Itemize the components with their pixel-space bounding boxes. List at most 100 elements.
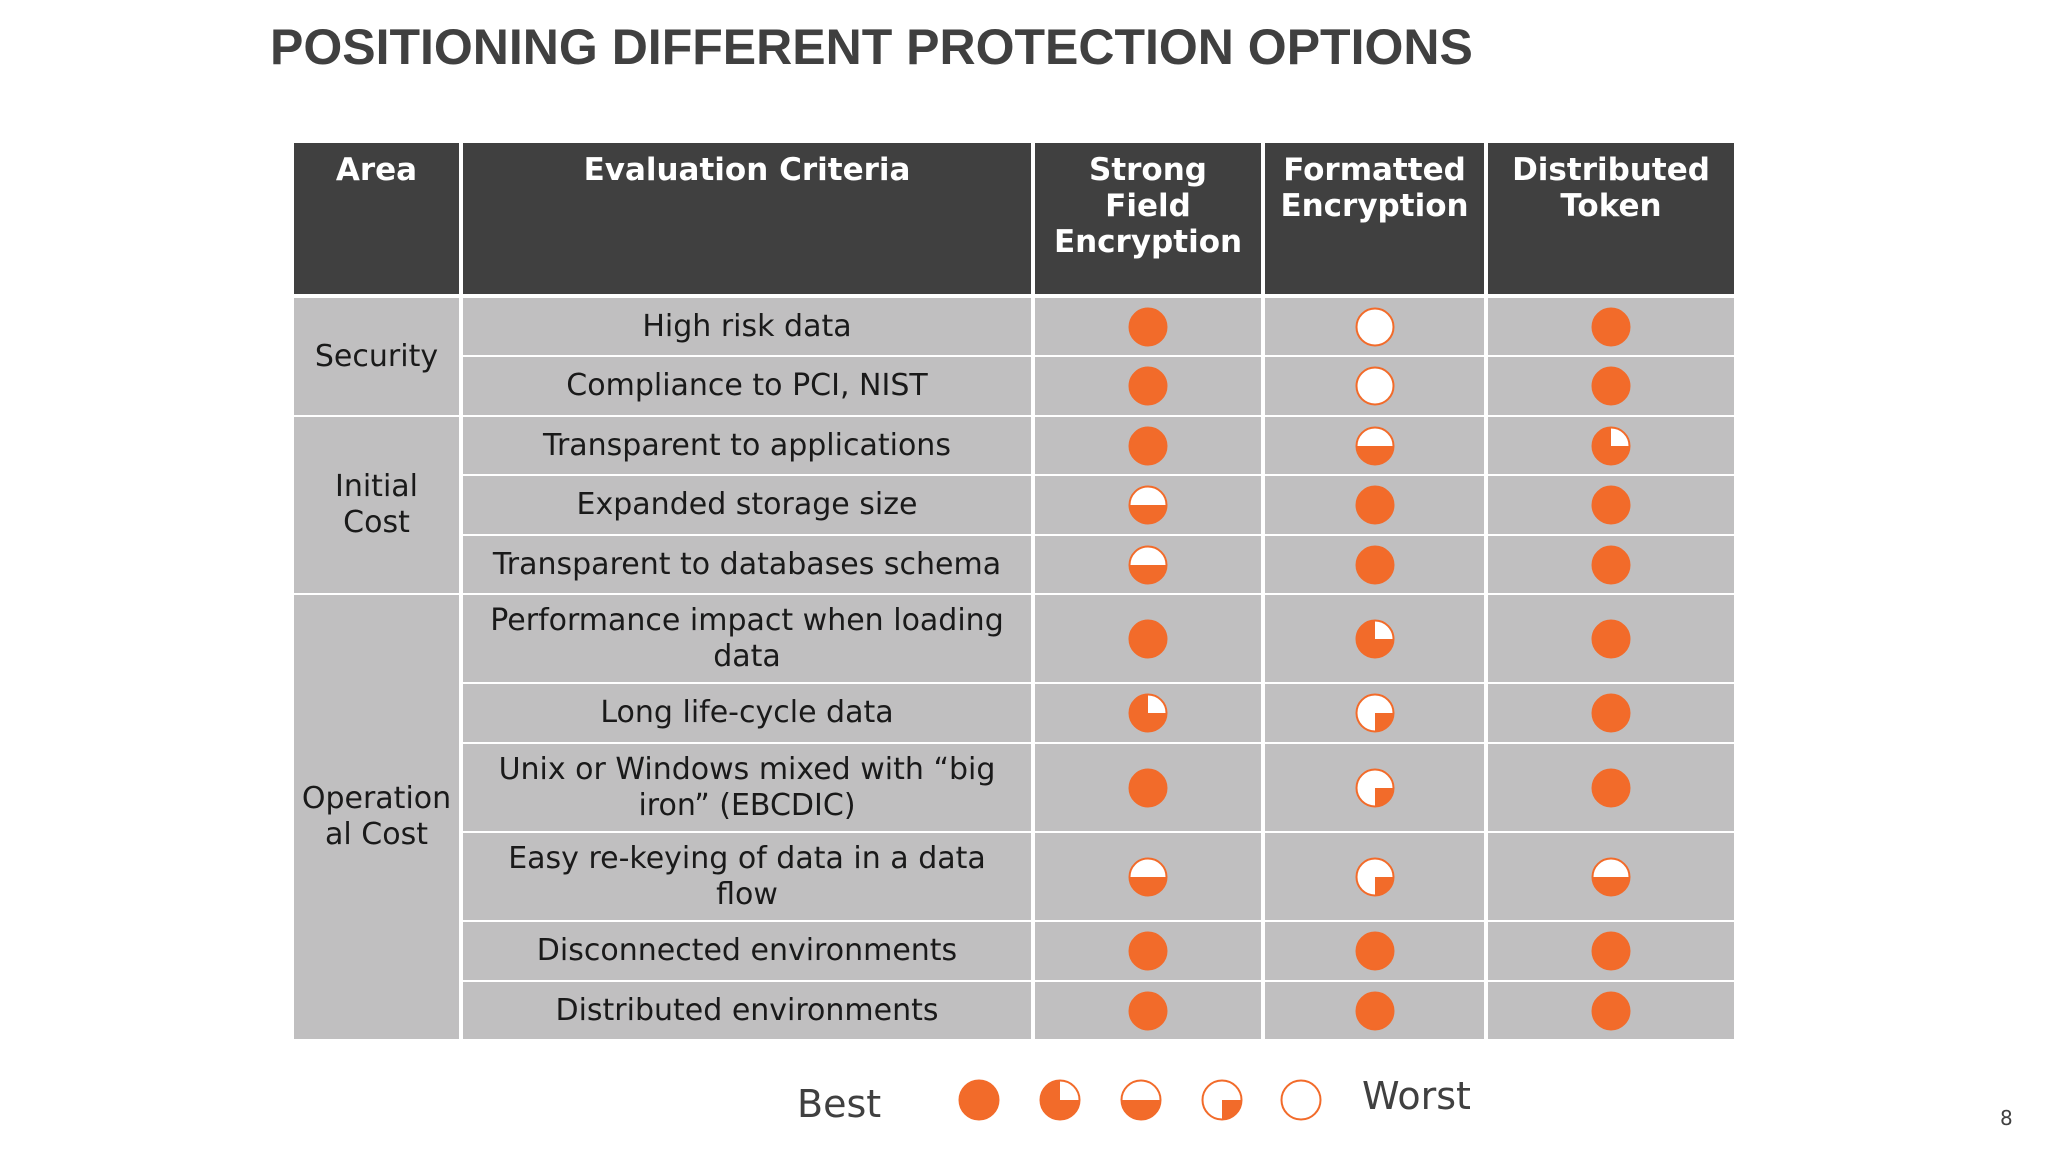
rating-cell	[1265, 298, 1484, 355]
text-line: Compliance to PCI, NIST	[566, 368, 928, 403]
rating-cell	[1265, 982, 1484, 1039]
header-area: Area	[294, 143, 459, 294]
text-line: High risk data	[642, 308, 852, 344]
legend-quarter-icon	[1201, 1079, 1243, 1121]
rating-pie-icon	[1591, 545, 1631, 584]
rating-cell	[1035, 833, 1261, 920]
rating-pie-icon	[1355, 931, 1394, 971]
header-strong-field-encryption: Strong Field Encryption	[1035, 143, 1261, 294]
pie-fill	[1374, 713, 1393, 732]
criteria-label: Distributed environments	[541, 993, 952, 1029]
header-distributed-token: Distributed Token	[1488, 143, 1734, 294]
pie-circle	[1591, 991, 1631, 1030]
text-line: Unix or Windows mixed with “big	[498, 751, 996, 787]
pie-circle	[1128, 931, 1168, 971]
text-line: Cost	[343, 505, 410, 540]
text-line: Long life-cycle data	[600, 695, 894, 730]
rating-cell	[1265, 595, 1484, 682]
rating-pie-icon	[1591, 768, 1631, 807]
rating-pie-icon	[1591, 307, 1631, 346]
pie-fill	[1121, 1100, 1161, 1120]
criteria-cell: Disconnected environments	[463, 922, 1031, 980]
area-label: Operation al Cost	[302, 781, 451, 853]
criteria-cell: Long life-cycle data	[463, 684, 1031, 742]
rating-pie-icon	[1355, 307, 1394, 346]
legend-pie-icon	[1201, 1079, 1243, 1121]
text-line: Distributed environments	[555, 992, 939, 1028]
rating-pie-icon	[1355, 619, 1394, 658]
rating-cell	[1488, 417, 1734, 474]
criteria-label: High risk data	[628, 309, 865, 345]
legend-pie-icon	[1120, 1079, 1162, 1121]
area-initial-cost: Initial Cost	[294, 417, 459, 593]
rating-pie-icon	[1355, 545, 1394, 584]
pie-fill	[1592, 427, 1630, 464]
legend-half-icon	[1120, 1079, 1162, 1121]
rating-cell	[1035, 744, 1261, 831]
rating-cell	[1488, 595, 1734, 682]
legend-full-icon	[958, 1079, 1000, 1121]
criteria-cell: High risk data	[463, 298, 1031, 355]
pie-circle	[1591, 366, 1631, 406]
rating-pie-icon	[1591, 619, 1631, 658]
rating-pie-icon	[1355, 485, 1394, 525]
rating-cell	[1488, 357, 1734, 415]
criteria-label: Long life-cycle data	[586, 695, 907, 731]
legend-worst-label: Worst	[1362, 1074, 1471, 1118]
rating-cell	[1265, 417, 1484, 474]
area-label: Initial Cost	[335, 469, 418, 541]
rating-pie-icon	[1128, 693, 1168, 733]
pie-circle	[1355, 545, 1394, 584]
rating-legend: Best Worst	[0, 1060, 2048, 1140]
pie-circle	[1355, 931, 1394, 971]
pie-circle	[1128, 426, 1168, 465]
legend-best-label: Best	[797, 1082, 882, 1126]
slide-title: POSITIONING DIFFERENT PROTECTION OPTIONS	[270, 19, 1473, 75]
rating-cell	[1265, 536, 1484, 593]
rating-pie-icon	[1591, 991, 1631, 1030]
text-line: Transparent to databases schema	[492, 546, 1002, 582]
header-label: Strong Field Encryption	[1054, 152, 1242, 260]
protection-options-table: Area Evaluation Criteria Strong Field Encryp…	[294, 143, 1734, 1039]
text-line: Initial	[334, 469, 418, 504]
header-formatted-encryption: Formatted Encryption	[1265, 143, 1484, 294]
pie-circle	[1280, 1079, 1322, 1121]
pie-circle	[1591, 931, 1631, 971]
criteria-cell: Distributed environments	[463, 982, 1031, 1039]
text-line: Formatted	[1283, 152, 1466, 188]
text-line: Evaluation Criteria	[583, 152, 911, 188]
pie-fill	[1222, 1100, 1242, 1120]
rating-cell	[1265, 684, 1484, 742]
text-line: data	[713, 638, 781, 674]
rating-cell	[1035, 417, 1261, 474]
rating-pie-icon	[1591, 485, 1631, 525]
pie-fill	[1592, 876, 1630, 895]
text-line: Distributed	[1512, 152, 1710, 188]
rating-pie-icon	[1591, 426, 1631, 465]
text-line: Strong	[1089, 152, 1207, 188]
pie-circle	[1128, 619, 1168, 658]
pie-circle	[1355, 485, 1394, 525]
pie-circle	[1128, 366, 1168, 406]
rating-pie-icon	[1355, 857, 1394, 896]
text-line: Performance impact when loading	[490, 602, 1004, 638]
rating-cell	[1488, 684, 1734, 742]
rating-pie-icon	[1128, 545, 1168, 584]
text-line: Encryption	[1280, 188, 1469, 224]
pie-circle	[1128, 991, 1168, 1030]
criteria-cell: Easy re-keying of data in a data flow	[463, 833, 1031, 920]
criteria-cell: Compliance to PCI, NIST	[463, 357, 1031, 415]
criteria-label: Disconnected environments	[523, 933, 971, 969]
legend-pie-icon	[1280, 1079, 1322, 1121]
pie-fill	[1129, 876, 1167, 895]
rating-cell	[1035, 298, 1261, 355]
rating-cell	[1265, 476, 1484, 534]
pie-circle	[1591, 768, 1631, 807]
pie-fill	[1356, 445, 1393, 464]
pie-circle	[1355, 366, 1394, 406]
rating-pie-icon	[1128, 931, 1168, 971]
criteria-label: Transparent to databases schema	[479, 547, 1015, 583]
pie-fill	[1374, 787, 1393, 806]
criteria-cell: Performance impact when loading data	[463, 595, 1031, 682]
rating-pie-icon	[1128, 485, 1168, 525]
